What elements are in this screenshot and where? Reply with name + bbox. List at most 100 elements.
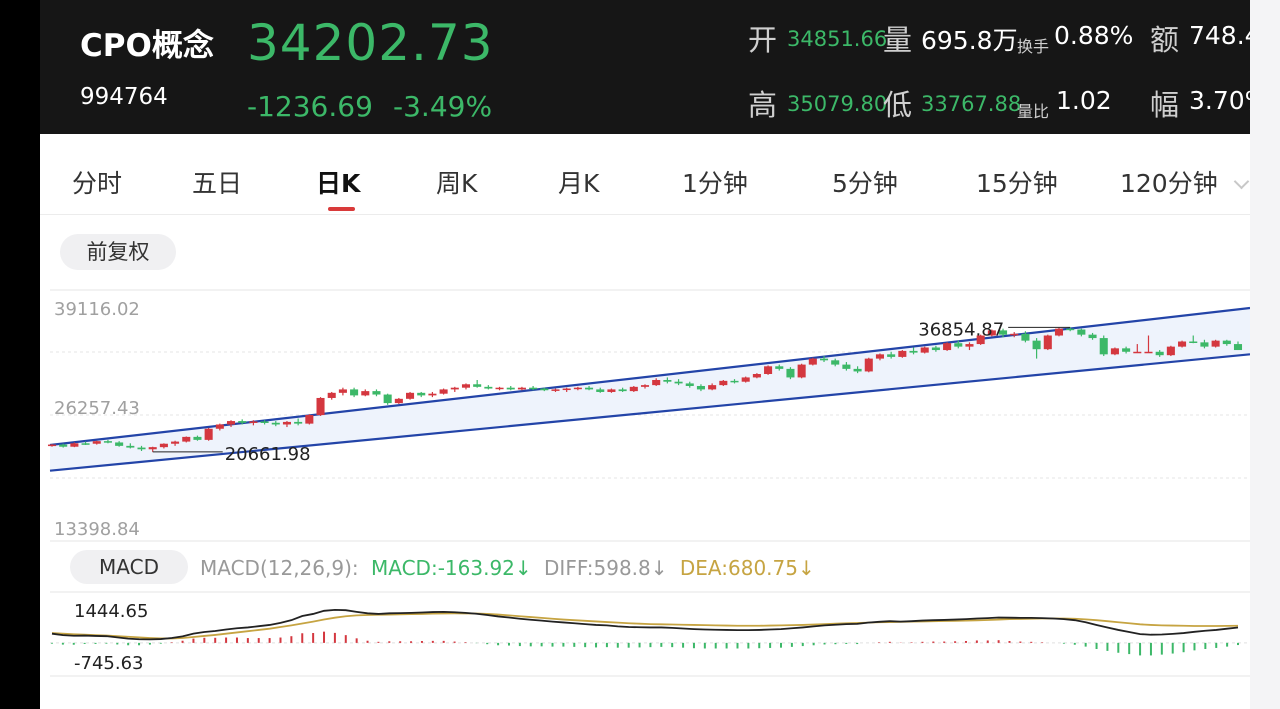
candle-body xyxy=(406,392,415,399)
candle-body xyxy=(965,344,974,347)
candle-body xyxy=(47,444,57,447)
candle-body xyxy=(842,364,851,369)
candle-body xyxy=(506,387,515,390)
candle-body xyxy=(159,443,168,448)
candle-body xyxy=(540,388,549,391)
tab-1-minute[interactable]: 1分钟 xyxy=(682,169,748,198)
candle-body xyxy=(1032,340,1041,350)
candle-body xyxy=(629,386,638,392)
candle-body xyxy=(1043,335,1052,350)
candle-body xyxy=(103,441,112,443)
candle-body xyxy=(171,441,180,444)
candle-body xyxy=(987,330,996,336)
candle-body xyxy=(1133,351,1142,354)
candle-body xyxy=(920,347,929,353)
candle-body xyxy=(271,422,280,425)
tab-daily-k[interactable]: 日K xyxy=(316,169,361,198)
candle-body xyxy=(529,387,538,390)
candle-body xyxy=(461,384,471,388)
app-screen: CPO概念 994764 34202.73 -1236.69 -3.49% 开 … xyxy=(40,0,1250,709)
tab-weekly-k[interactable]: 周K xyxy=(436,169,478,198)
price-change-percent: -3.49% xyxy=(393,90,493,123)
candle-body xyxy=(238,421,247,423)
candle-body xyxy=(719,380,728,386)
candle-body xyxy=(137,447,146,450)
amount-value: 748.4 xyxy=(1189,21,1250,50)
candle-body xyxy=(473,384,482,387)
macd-y-axis-tick-label: 1444.65 xyxy=(74,601,148,622)
candle-body xyxy=(495,387,504,390)
diff-line xyxy=(51,609,1239,641)
dea-value: DEA:680.75↓ xyxy=(679,556,815,580)
high-annotation-label: 36854.87 xyxy=(918,319,1004,340)
candle-body xyxy=(640,385,650,387)
candle-body xyxy=(887,354,896,357)
candle-body xyxy=(1233,344,1243,351)
candle-body xyxy=(126,445,135,448)
candle-body xyxy=(115,442,124,446)
candle-body xyxy=(708,385,717,390)
kline-chart[interactable]: 36854.87 20661.98 39116.02 26257.43 13398.84… xyxy=(40,0,1250,709)
candle-body xyxy=(1077,329,1086,335)
candle-body xyxy=(831,360,840,365)
candle-body xyxy=(562,388,571,391)
candle-body xyxy=(764,366,773,375)
quote-header: CPO概念 994764 34202.73 -1236.69 -3.49% 开 … xyxy=(40,0,1250,134)
candle-body xyxy=(193,436,202,440)
diff-value: DIFF:598.8↓ xyxy=(544,556,668,580)
candle-body xyxy=(752,374,761,378)
open-value: 34851.66 xyxy=(787,27,888,51)
indicator-select-button[interactable]: MACD xyxy=(70,550,188,584)
candle-body xyxy=(350,389,359,396)
candle-body xyxy=(428,393,437,396)
dea-line xyxy=(51,612,1239,640)
stock-code: 994764 xyxy=(80,84,168,110)
candle-body xyxy=(372,391,381,395)
open-label: 开 xyxy=(748,23,778,57)
candle-body xyxy=(282,421,291,425)
candle-body xyxy=(1155,351,1164,356)
candle-body xyxy=(70,443,79,447)
turnover-label: 换手 xyxy=(1017,37,1050,56)
last-price: 34202.73 xyxy=(247,14,494,72)
side-scroll-strip xyxy=(1250,0,1280,709)
candle-body xyxy=(573,387,582,390)
candle-body xyxy=(1066,328,1075,331)
candle-body xyxy=(81,443,90,445)
candle-body xyxy=(484,386,493,389)
tab-120-minute[interactable]: 120分钟 xyxy=(1120,169,1218,198)
candle-body xyxy=(618,389,627,392)
candle-body xyxy=(383,394,392,404)
candle-body xyxy=(808,358,817,365)
candle-body xyxy=(294,421,303,424)
candle-body xyxy=(875,354,884,359)
volume-ratio-label: 量比 xyxy=(1017,102,1050,121)
candle-body xyxy=(417,392,426,396)
candle-body xyxy=(585,387,594,390)
candle-body xyxy=(551,389,560,391)
trend-channel-lower-line xyxy=(49,353,1250,472)
candle-body xyxy=(517,387,526,390)
candle-body xyxy=(1088,334,1097,339)
tab-15-minute[interactable]: 15分钟 xyxy=(976,169,1058,198)
candle-body xyxy=(909,350,918,353)
price-adjust-button[interactable]: 前复权 xyxy=(60,234,176,270)
tab-5-minute[interactable]: 5分钟 xyxy=(832,169,898,198)
candle-body xyxy=(685,383,694,386)
tab-intraday[interactable]: 分时 xyxy=(72,169,123,198)
candle-body xyxy=(59,444,68,447)
candle-body xyxy=(1222,340,1231,345)
candle-body xyxy=(652,379,661,386)
tab-five-day[interactable]: 五日 xyxy=(192,169,243,198)
candle-body xyxy=(338,389,347,393)
candle-body xyxy=(1021,333,1030,341)
tab-monthly-k[interactable]: 月K xyxy=(558,169,600,198)
candle-body xyxy=(305,415,314,424)
macd-readout: MACD(12,26,9): MACD:-163.92↓ DIFF:598.8↓… xyxy=(200,556,821,580)
candle-body xyxy=(1099,338,1108,355)
candle-body xyxy=(596,389,605,392)
candle-body xyxy=(1166,346,1175,356)
macd-params-label: MACD(12,26,9): xyxy=(200,556,359,580)
candle-body xyxy=(1200,342,1209,347)
volume-label: 量 xyxy=(883,23,913,57)
